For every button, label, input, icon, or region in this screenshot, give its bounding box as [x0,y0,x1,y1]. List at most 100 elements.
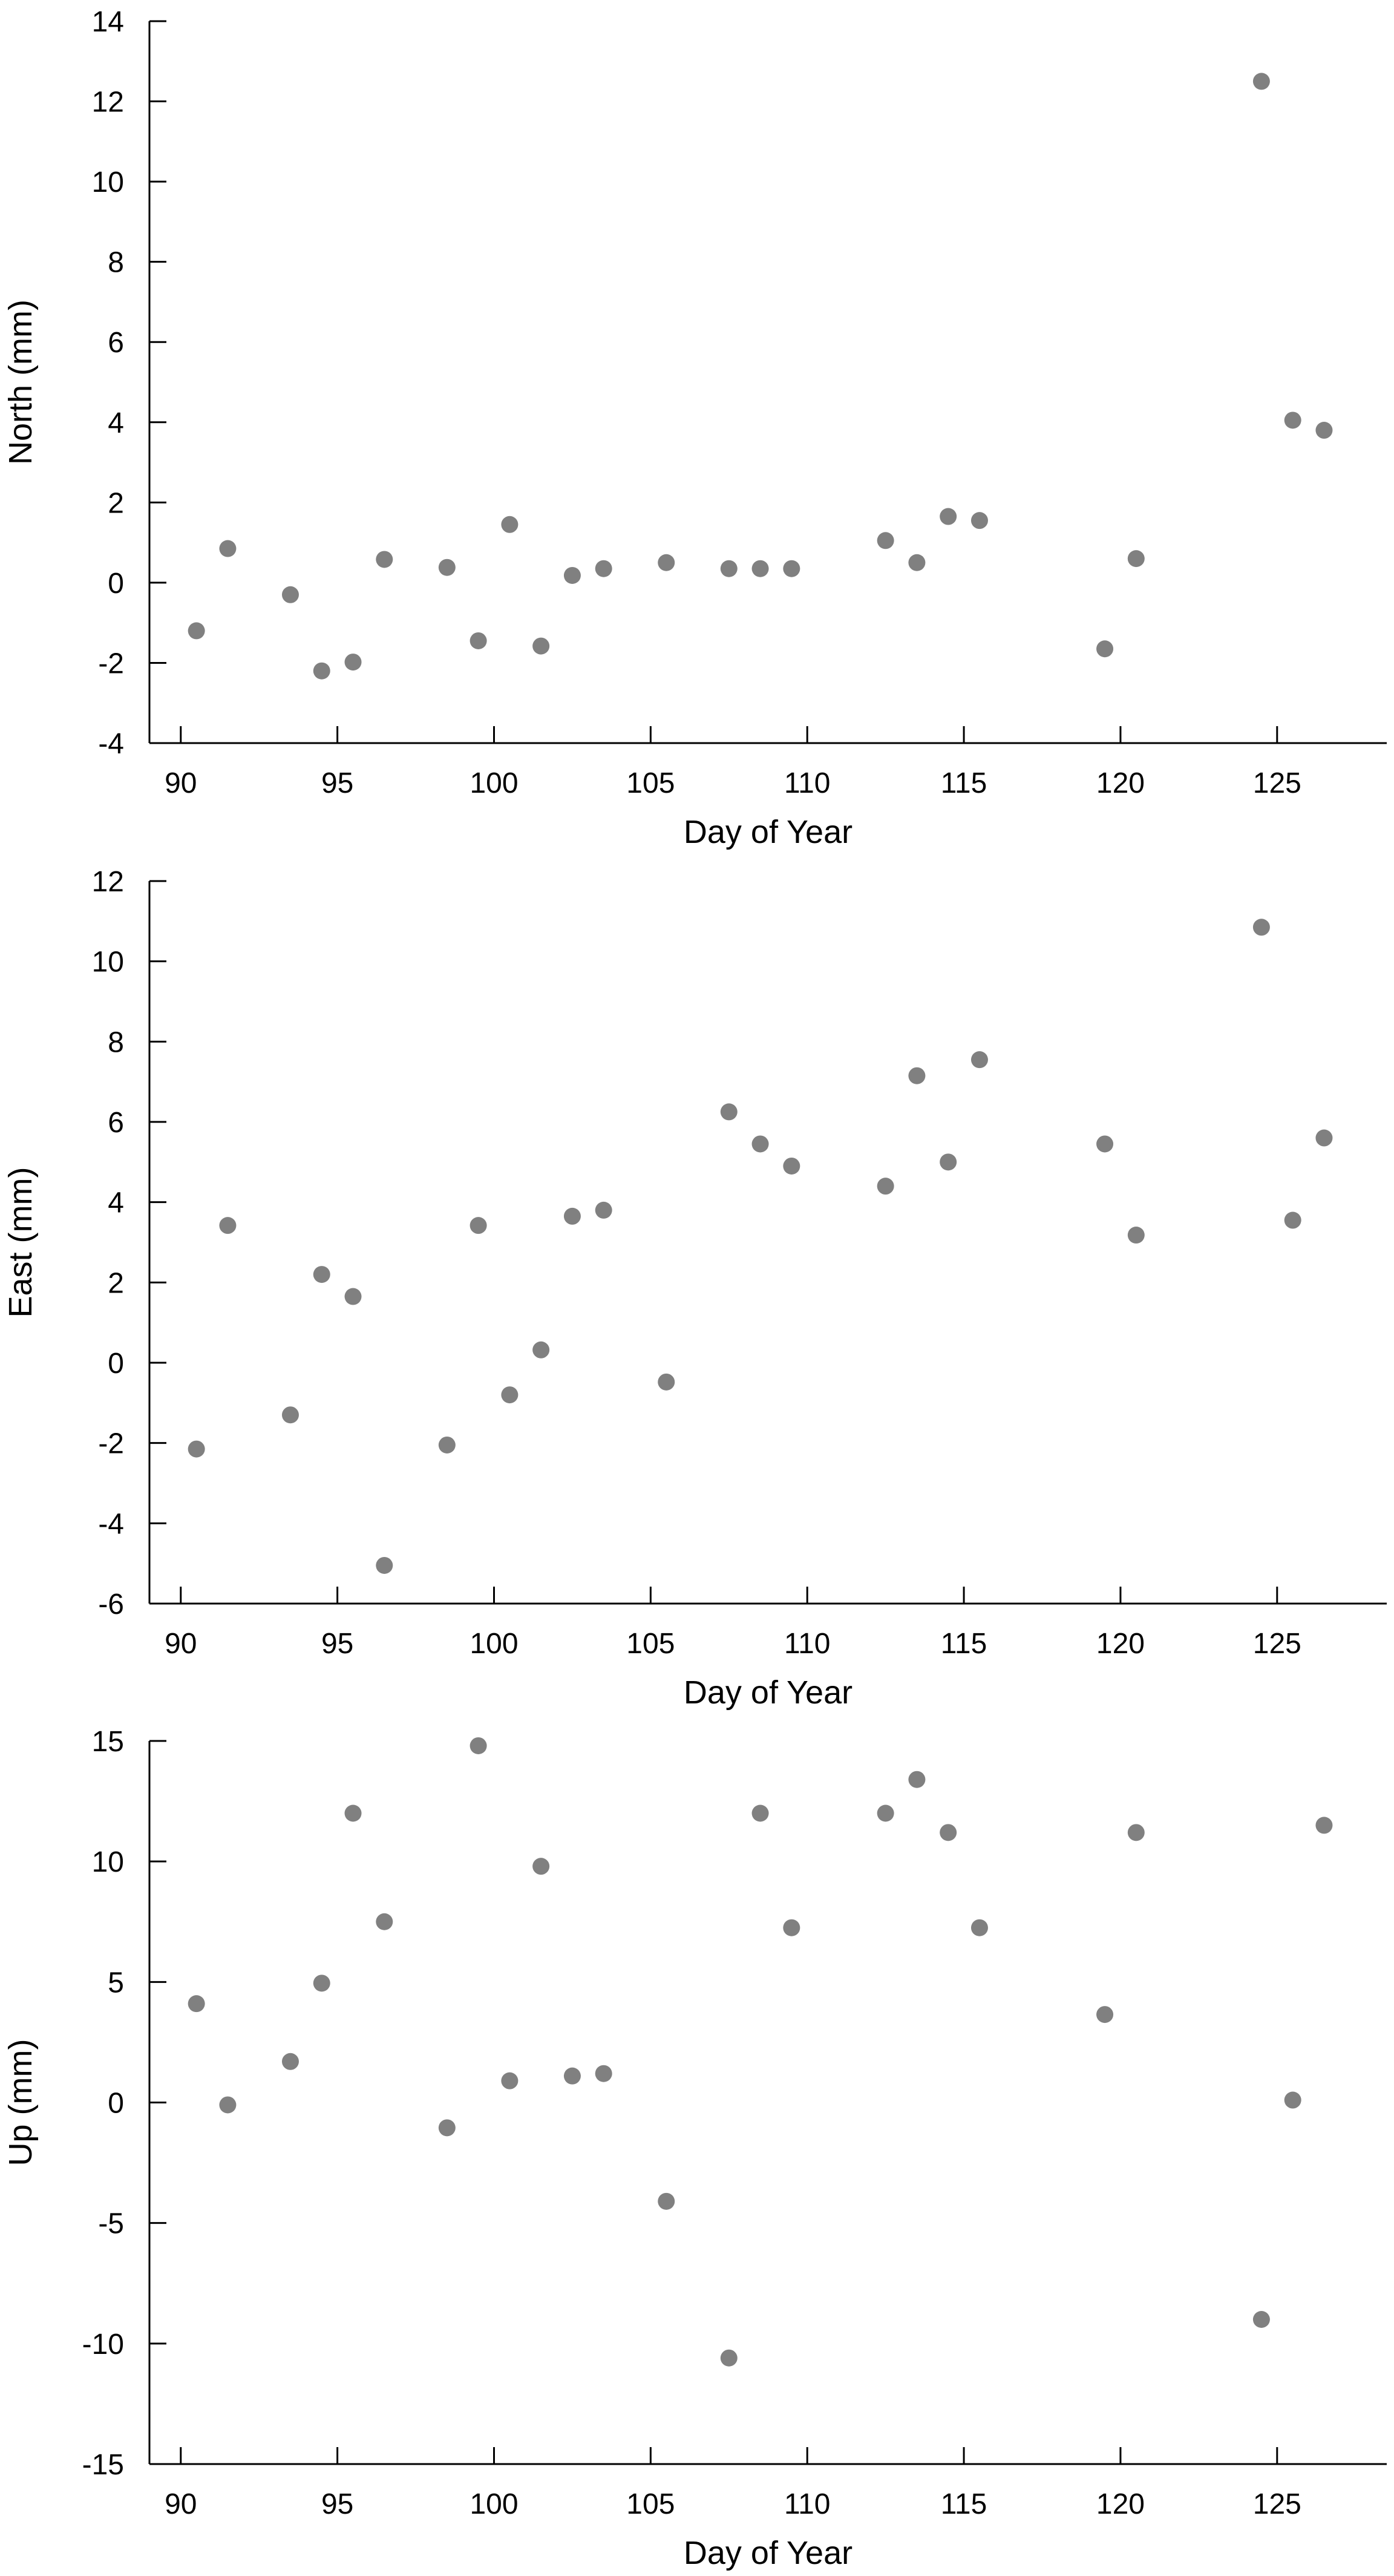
north-data-point [313,662,330,680]
north-data-point [970,512,988,529]
east-data-point [470,1217,487,1234]
up-x-axis-label: Day of Year [684,2535,852,2571]
north-data-point [1096,640,1114,658]
north-data-point [501,516,519,533]
east-data-point [313,1266,330,1283]
up-data-point [658,2192,675,2210]
north-data-point [908,554,926,571]
east-data-point [720,1103,738,1121]
east-y-tick-label: 8 [108,1026,124,1058]
north-x-tick-label: 90 [165,767,197,799]
north-data-point [1252,73,1270,90]
north-y-tick-label: -4 [98,728,124,760]
east-data-point [1127,1227,1145,1244]
up-data-point [940,1824,957,1841]
north-y-tick-label: -2 [98,647,124,680]
north-data-point [376,551,393,568]
east-y-tick-label: 4 [108,1187,124,1219]
up-x-tick-label: 95 [321,2488,353,2520]
up-x-tick-label: 125 [1253,2488,1301,2520]
east-data-point [1315,1129,1333,1147]
north-data-point [470,632,487,649]
north-y-tick-label: 6 [108,327,124,359]
up-data-point [720,2349,738,2367]
east-y-tick-label: 0 [108,1348,124,1380]
east-data-point [1096,1135,1114,1153]
north-y-tick-label: 10 [92,166,124,198]
east-data-point [658,1373,675,1391]
up-y-tick-label: -10 [82,2329,124,2361]
north-data-point [532,637,550,655]
north-y-tick-label: 0 [108,568,124,600]
up-data-point [470,1737,487,1754]
up-data-point [1127,1824,1145,1841]
north-data-point [940,508,957,525]
north-data-point [281,586,299,603]
north-x-tick-label: 105 [626,767,675,799]
up-y-tick-label: 5 [108,1967,124,1999]
north-data-point [438,559,456,576]
east-data-point [563,1207,581,1225]
north-data-point [877,532,894,549]
east-x-tick-label: 120 [1096,1628,1145,1660]
east-y-axis-label: East (mm) [2,1167,39,1318]
north-x-tick-label: 110 [784,767,831,799]
up-data-point [1284,2091,1301,2109]
north-data-point [720,560,738,577]
north-data-point [1284,411,1301,429]
north-data-point [751,560,769,577]
east-data-point [877,1178,894,1195]
up-data-point [1096,2006,1114,2024]
east-x-tick-label: 115 [941,1628,987,1660]
north-x-tick-label: 95 [321,767,353,799]
east-data-point [501,1386,519,1404]
east-data-point [970,1051,988,1069]
north-data-point [188,622,205,640]
up-x-tick-label: 110 [784,2488,831,2520]
east-x-axis-label: Day of Year [684,1674,852,1711]
east-data-point [1284,1211,1301,1229]
up-data-point [783,1919,800,1936]
east-data-point [783,1157,800,1175]
up-data-point [595,2065,612,2082]
up-data-point [1315,1817,1333,1834]
north-y-tick-label: 8 [108,247,124,279]
north-y-tick-label: 12 [92,87,124,119]
up-data-point [438,2119,456,2137]
north-panel: -4 -2 0 2 4 6 8 10 12 14 90 95 100 105 110 115 120 125 Day… [2,6,1387,850]
east-data-point [219,1217,237,1234]
up-data-point [501,2072,519,2089]
north-x-tick-label: 115 [941,767,987,799]
up-x-tick-label: 120 [1096,2488,1145,2520]
east-y-tick-label: 10 [92,946,124,978]
east-x-tick-label: 125 [1253,1628,1301,1660]
up-data-point [281,2053,299,2070]
north-y-tick-label: 14 [92,6,124,38]
north-y-axis-label: North (mm) [2,300,39,465]
east-data-point [908,1067,926,1084]
east-x-tick-label: 105 [626,1628,675,1660]
up-data-point [344,1804,362,1822]
up-x-tick-label: 100 [470,2488,518,2520]
up-y-tick-label: -5 [98,2208,124,2240]
north-y-tick-label: 4 [108,407,124,439]
east-panel: -6 -4 -2 0 2 4 6 8 10 12 90 95 100 105 110 115 120 125 Day… [2,866,1387,1711]
up-x-tick-label: 115 [941,2488,987,2520]
east-data-point [376,1556,393,1574]
north-data-point [1315,422,1333,439]
north-y-tick-label: 2 [108,487,124,519]
up-x-tick-label: 105 [626,2488,675,2520]
north-x-axis-label: Day of Year [684,814,852,850]
up-data-point [313,1975,330,1992]
east-data-point [940,1153,957,1171]
up-x-tick-label: 90 [165,2488,197,2520]
up-data-point [188,1995,205,2013]
north-x-tick-label: 125 [1253,767,1301,799]
east-data-point [595,1201,612,1219]
up-data-point [563,2067,581,2085]
up-data-point [376,1913,393,1930]
up-data-point [219,2096,237,2114]
north-data-point [783,560,800,577]
north-data-point [658,554,675,571]
